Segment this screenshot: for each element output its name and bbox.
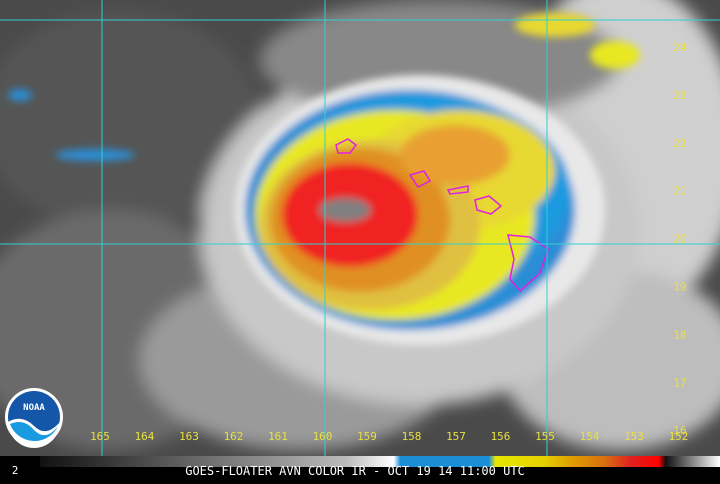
noaa-logo: NOAA	[5, 388, 63, 448]
latitude-label: 20	[673, 233, 686, 246]
longitude-label: 162	[224, 430, 244, 443]
longitude-label: 152	[669, 430, 689, 443]
graticule	[0, 0, 720, 456]
latitude-label: 21	[673, 185, 686, 198]
latitude-label: 17	[673, 376, 686, 389]
longitude-label: 165	[90, 430, 110, 443]
longitude-label: 156	[491, 430, 511, 443]
footer-caption: GOES-FLOATER AVN COLOR IR - OCT 19 14 11…	[185, 464, 525, 478]
latitude-label: 24	[673, 41, 687, 54]
latitude-label: 16	[673, 424, 686, 437]
longitude-label: 157	[446, 430, 466, 443]
longitude-label: 155	[535, 430, 555, 443]
latitude-label: 23	[673, 89, 686, 102]
longitude-label: 153	[624, 430, 644, 443]
island-outlines	[335, 138, 549, 293]
longitude-label: 163	[179, 430, 199, 443]
coordinate-labels: 165 164 163 162 161 160 159 158 157 156 155 154 153 1…	[90, 41, 688, 443]
longitude-label: 158	[402, 430, 422, 443]
frame-number: 2	[12, 464, 19, 477]
color-scale	[40, 456, 720, 467]
latitude-label: 18	[673, 328, 686, 341]
longitude-label: 160	[313, 430, 333, 443]
longitude-label: 164	[135, 430, 155, 443]
longitude-label: 161	[268, 430, 288, 443]
logo-text: NOAA	[23, 403, 45, 413]
longitude-label: 154	[580, 430, 600, 443]
latitude-label: 19	[673, 281, 686, 294]
latitude-label: 22	[673, 137, 686, 150]
longitude-label: 159	[357, 430, 377, 443]
